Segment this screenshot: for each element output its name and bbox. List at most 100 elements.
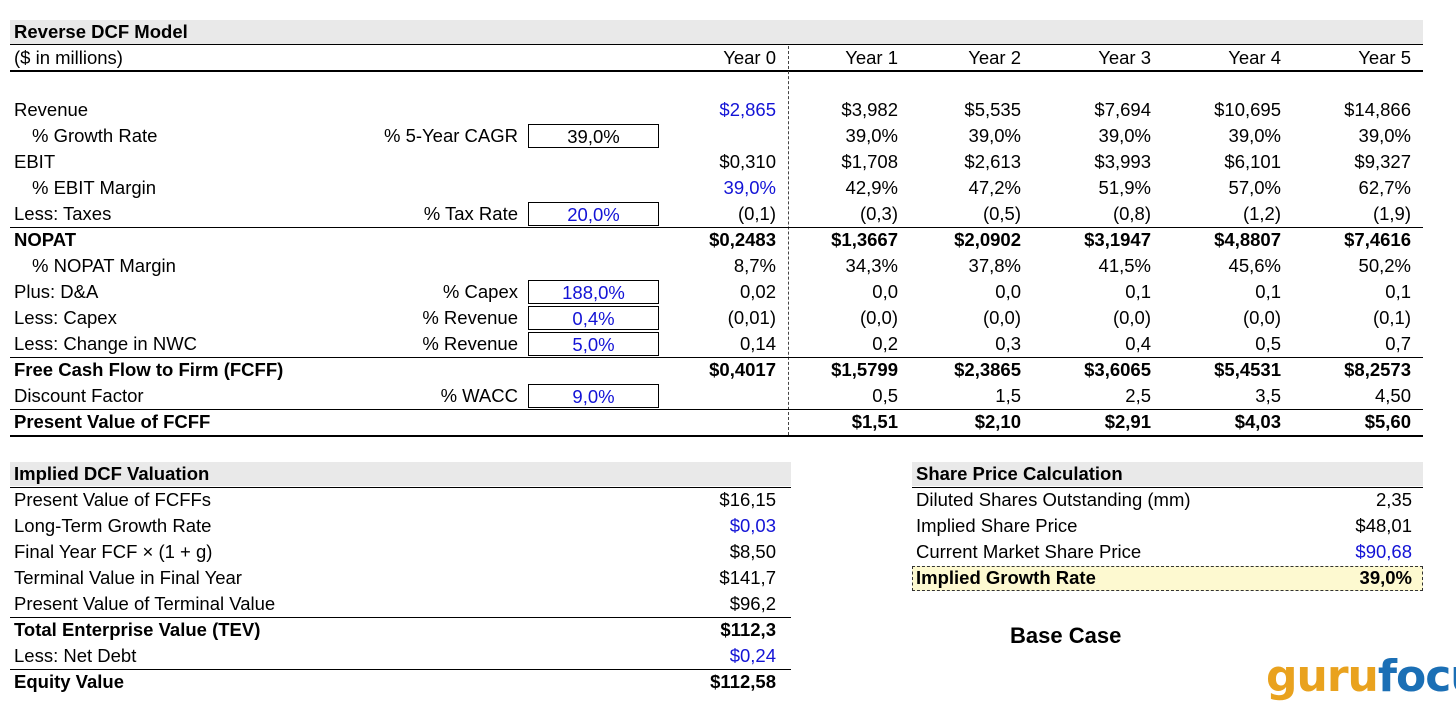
- row-value: 37,8%: [968, 255, 1021, 276]
- valuation-label: Long-Term Growth Rate: [14, 515, 212, 536]
- logo-guru: guru: [1266, 651, 1379, 702]
- scenario-label: Base Case: [1010, 623, 1122, 648]
- row-value: (0,0): [982, 307, 1021, 328]
- assumption-label: % Tax Rate: [423, 203, 518, 224]
- row-value: 0,1: [1385, 281, 1411, 302]
- share-label: Implied Growth Rate: [916, 567, 1096, 588]
- row-value: 0,0: [995, 281, 1021, 302]
- valuation-label: Total Enterprise Value (TEV): [14, 619, 261, 640]
- row-value: 39,0%: [723, 177, 776, 198]
- row-value: $5,4531: [1214, 359, 1281, 380]
- row-label: % NOPAT Margin: [32, 255, 176, 276]
- row-label: Present Value of FCFF: [14, 411, 211, 432]
- valuation-value: $0,03: [729, 515, 776, 536]
- row-label: Free Cash Flow to Firm (FCFF): [14, 359, 284, 380]
- row-value: 0,7: [1385, 333, 1411, 354]
- row-value: 39,0%: [1098, 125, 1151, 146]
- row-label: EBIT: [14, 151, 56, 172]
- row-value: $6,101: [1224, 151, 1281, 172]
- row-value: $5,60: [1364, 411, 1411, 432]
- share-label: Diluted Shares Outstanding (mm): [916, 489, 1191, 510]
- row-value: $7,4616: [1344, 229, 1411, 250]
- row-value: 0,1: [1255, 281, 1281, 302]
- row-value: 0,2: [872, 333, 898, 354]
- row-label: Less: Taxes: [14, 203, 112, 224]
- row-value: $3,1947: [1084, 229, 1151, 250]
- row-value: $2,613: [964, 151, 1021, 172]
- assumption-label: % WACC: [440, 385, 518, 406]
- valuation-value: $112,58: [710, 671, 776, 692]
- valuation-header-divider: [10, 487, 791, 488]
- row-value: 0,0: [872, 281, 898, 302]
- row-value: 0,1: [1125, 281, 1151, 302]
- model-title: Reverse DCF Model: [14, 21, 188, 42]
- valuation-label: Equity Value: [14, 671, 125, 692]
- share-value: $90,68: [1355, 541, 1412, 562]
- table-bottom-line: [10, 435, 1423, 437]
- valuation-value: $16,15: [719, 489, 776, 510]
- valuation-label: Present Value of FCFFs: [14, 489, 212, 510]
- title-divider: [10, 44, 1423, 45]
- year-header: Year 0: [723, 47, 776, 68]
- assumption-input[interactable]: 9,0%: [528, 384, 659, 408]
- share-value: 39,0%: [1359, 567, 1412, 588]
- row-value: [690, 409, 776, 435]
- row-value: (0,01): [727, 307, 776, 328]
- row-value: 1,5: [995, 385, 1021, 406]
- row-value: $9,327: [1354, 151, 1411, 172]
- row-value: (0,8): [1112, 203, 1151, 224]
- row-divider: [10, 357, 1423, 358]
- row-value: 41,5%: [1098, 255, 1151, 276]
- assumption-input[interactable]: 20,0%: [528, 202, 659, 226]
- row-value: 0,02: [739, 281, 776, 302]
- share-label: Implied Share Price: [916, 515, 1078, 536]
- logo-focus: focus: [1377, 651, 1456, 702]
- row-value: $3,982: [841, 99, 898, 120]
- assumption-input[interactable]: 188,0%: [528, 280, 659, 304]
- year-header: Year 2: [968, 47, 1021, 68]
- row-label: Plus: D&A: [14, 281, 99, 302]
- valuation-value: $8,50: [729, 541, 776, 562]
- row-value: 42,9%: [845, 177, 898, 198]
- year-header: Year 5: [1358, 47, 1411, 68]
- year-header: Year 4: [1228, 47, 1281, 68]
- row-value: $0,4017: [709, 359, 776, 380]
- valuation-label: Terminal Value in Final Year: [14, 567, 242, 588]
- assumption-input[interactable]: 39,0%: [528, 124, 659, 148]
- share-header-band: [912, 462, 1423, 486]
- valuation-divider: [10, 617, 791, 618]
- valuation-divider: [10, 669, 791, 670]
- share-value: $48,01: [1355, 515, 1412, 536]
- row-value: $0,310: [719, 151, 776, 172]
- assumption-input[interactable]: 5,0%: [528, 332, 659, 356]
- row-value: (0,5): [982, 203, 1021, 224]
- units-label: ($ in millions): [14, 47, 123, 68]
- row-value: (0,3): [859, 203, 898, 224]
- row-value: 3,5: [1255, 385, 1281, 406]
- assumption-input[interactable]: 0,4%: [528, 306, 659, 330]
- valuation-value: $0,24: [729, 645, 776, 666]
- row-value: 39,0%: [968, 125, 1021, 146]
- row-value: $4,03: [1234, 411, 1281, 432]
- row-value: $2,10: [974, 411, 1021, 432]
- implied-growth-highlight: [912, 566, 1423, 591]
- row-value: (1,2): [1242, 203, 1281, 224]
- row-label: Revenue: [14, 99, 89, 120]
- row-value: $0,2483: [709, 229, 776, 250]
- valuation-header-band: [10, 462, 791, 486]
- gurufocus-logo: gurufocus: [1266, 652, 1456, 702]
- row-value: 39,0%: [1358, 125, 1411, 146]
- row-label: Less: Change in NWC: [14, 333, 198, 354]
- row-value: 57,0%: [1228, 177, 1281, 198]
- valuation-value: $96,2: [729, 593, 776, 614]
- row-label: % EBIT Margin: [32, 177, 157, 198]
- share-value: 2,35: [1375, 489, 1412, 510]
- row-value: [690, 123, 776, 149]
- row-value: 0,3: [995, 333, 1021, 354]
- assumption-label: % Revenue: [422, 307, 518, 328]
- row-value: $1,3667: [831, 229, 898, 250]
- assumption-label: % Revenue: [422, 333, 518, 354]
- row-value: 45,6%: [1228, 255, 1281, 276]
- row-label: NOPAT: [14, 229, 77, 250]
- row-value: [690, 383, 776, 409]
